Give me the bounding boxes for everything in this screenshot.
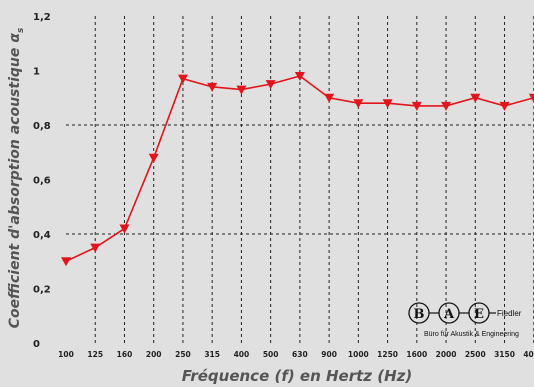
y-axis-title-subscript: s: [16, 27, 26, 33]
y-tick-label: 1: [33, 67, 40, 78]
x-tick-label: 200: [146, 350, 162, 359]
y-axis-title-main: Coefficient d'absorption acoustique: [7, 48, 23, 329]
x-tick-label: 1250: [377, 350, 398, 359]
x-tick-label: 500: [263, 350, 279, 359]
x-tick-label: 630: [292, 350, 308, 359]
y-tick-label: 0,8: [33, 121, 51, 132]
bae-logo: B A E Fiedler Büro für Akustik & Enginee…: [408, 302, 522, 338]
x-tick-label: 1600: [406, 350, 427, 359]
x-axis-ticks: 100 125 160 200 250 315 400 500 630 900 1000 1250 16…: [58, 350, 534, 359]
logo-letter-b: B: [414, 307, 425, 322]
data-point-marker: [90, 243, 101, 253]
x-tick-label: 3150: [494, 350, 515, 359]
y-axis-ticks: 0 0,2 0,4 0,6 0,8 1 1,2: [33, 12, 51, 350]
data-point-marker: [441, 101, 452, 111]
series-layer: [61, 71, 534, 267]
y-tick-label: 0,6: [33, 176, 51, 187]
y-tick-label: 0,2: [33, 285, 51, 296]
logo-letter-a: A: [443, 307, 455, 322]
data-point-marker: [294, 71, 305, 81]
y-tick-label: 0,4: [33, 230, 51, 241]
data-point-marker: [411, 101, 422, 111]
y-tick-label: 0: [33, 339, 40, 350]
series-line: [65, 75, 534, 262]
x-tick-label: 2500: [465, 350, 486, 359]
data-point-marker: [382, 99, 393, 109]
data-point-marker: [148, 153, 159, 163]
data-point-marker: [324, 93, 335, 103]
x-tick-label: 160: [117, 350, 133, 359]
x-tick-label: 100: [58, 350, 74, 359]
x-tick-label: 250: [175, 350, 191, 359]
x-tick-label: 900: [321, 350, 337, 359]
data-point-marker: [236, 85, 247, 95]
data-point-marker: [499, 101, 510, 111]
data-point-marker: [353, 99, 364, 109]
data-point-marker: [265, 80, 276, 90]
data-point-marker: [470, 93, 481, 103]
x-tick-label: 1000: [348, 350, 369, 359]
data-point-marker: [119, 224, 130, 234]
grid: [66, 16, 534, 343]
x-tick-label: 400: [234, 350, 250, 359]
x-tick-label: 125: [87, 350, 103, 359]
x-tick-label: 2000: [436, 350, 457, 359]
logo-letter-e: E: [474, 307, 484, 322]
data-point-marker: [61, 257, 71, 267]
x-tick-label: 315: [204, 350, 220, 359]
data-point-marker: [177, 74, 188, 84]
y-axis-title-alpha: α: [7, 33, 23, 43]
data-point-marker: [528, 93, 534, 103]
logo-name: Fiedler: [497, 309, 522, 318]
x-axis-title: Fréquence (f) en Hertz (Hz): [182, 367, 413, 385]
data-point-marker: [207, 82, 218, 92]
y-tick-label: 1,2: [33, 12, 51, 23]
y-axis-title: Coefficient d'absorption acoustique αs: [7, 27, 26, 328]
logo-subtitle: Büro für Akustik & Engineering: [424, 331, 519, 338]
x-tick-label: 4000: [523, 350, 534, 359]
